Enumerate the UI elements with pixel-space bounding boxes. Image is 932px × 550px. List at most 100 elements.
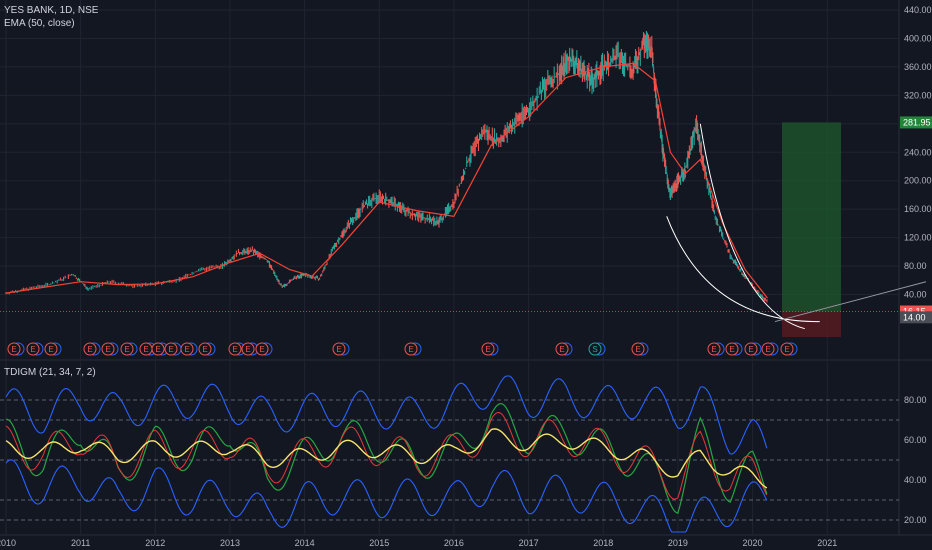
time-tick-label: 2011: [71, 538, 90, 548]
marker-letter: E: [336, 345, 341, 354]
earnings-marker[interactable]: E: [101, 342, 119, 356]
price-tick-label: 320.00: [904, 90, 932, 100]
time-tick-label: 2010: [0, 538, 16, 548]
marker-circle: [164, 342, 178, 356]
marker-circle: [180, 342, 194, 356]
marker-circle: [555, 342, 569, 356]
price-tick-label: 440.00: [904, 5, 932, 15]
earnings-marker[interactable]: E: [780, 342, 798, 356]
symbol-title[interactable]: YES BANK, 1D, NSE: [4, 5, 99, 16]
price-tick-label: 160.00: [904, 204, 932, 214]
ema-line: [5, 62, 768, 299]
marker-circle: [481, 342, 495, 356]
target-price-tag-text: 281.95: [903, 117, 931, 127]
marker-circle: [228, 342, 242, 356]
marker-letter: E: [245, 345, 250, 354]
marker-letter: E: [784, 345, 789, 354]
earnings-marker[interactable]: E: [180, 342, 198, 356]
marker-circle: [707, 342, 721, 356]
indicator-tick-label: 20.00: [904, 515, 927, 525]
marker-letter: E: [259, 345, 264, 354]
earnings-marker[interactable]: E: [241, 342, 259, 356]
marker-circle: [44, 342, 58, 356]
stop-zone: [782, 311, 841, 337]
tdigm-legend[interactable]: TDIGM (21, 34, 7, 2): [4, 367, 96, 378]
price-series: [5, 30, 768, 303]
marker-circle: [725, 342, 739, 356]
time-tick-label: 2012: [145, 538, 165, 548]
axes: 440.00400.00360.00320.00280.00240.00200.…: [0, 5, 932, 548]
split-marker[interactable]: S: [588, 342, 606, 356]
tdi-rsi-fast-line: [5, 402, 768, 515]
marker-letter: E: [748, 345, 753, 354]
earnings-marker[interactable]: E: [725, 342, 743, 356]
price-tick-label: 400.00: [904, 33, 932, 43]
marker-letter: E: [168, 345, 173, 354]
trend-line: [774, 281, 927, 323]
earnings-marker[interactable]: E: [26, 342, 44, 356]
marker-letter: E: [87, 345, 92, 354]
marker-letter: E: [11, 345, 16, 354]
time-tick-label: 2013: [220, 538, 240, 548]
earnings-marker[interactable]: E: [255, 342, 273, 356]
marker-letter: E: [155, 345, 160, 354]
ema-legend[interactable]: EMA (50, close): [4, 18, 75, 29]
marker-letter: E: [765, 345, 770, 354]
earnings-marker[interactable]: E: [631, 342, 649, 356]
marker-circle: [241, 342, 255, 356]
marker-circle: [255, 342, 269, 356]
marker-letter: E: [30, 345, 35, 354]
marker-letter: E: [124, 345, 129, 354]
earnings-marker[interactable]: E: [555, 342, 573, 356]
indicator-legend: TDIGM (21, 34, 7, 2): [4, 366, 96, 379]
stop-price-tag: [900, 311, 932, 324]
marker-letter: E: [48, 345, 53, 354]
indicator-tick-label: 40.00: [904, 475, 927, 485]
time-tick-label: 2019: [668, 538, 688, 548]
marker-letter: E: [485, 345, 490, 354]
marker-circle: [631, 342, 645, 356]
time-tick-label: 2021: [817, 538, 837, 548]
marker-letter: E: [635, 345, 640, 354]
earnings-marker[interactable]: E: [83, 342, 101, 356]
marker-letter: E: [143, 345, 148, 354]
price-tick-label: 360.00: [904, 62, 932, 72]
marker-letter: E: [408, 345, 413, 354]
earnings-marker[interactable]: E: [404, 342, 422, 356]
grid: [0, 0, 932, 536]
indicator-tick-label: 80.00: [904, 395, 927, 405]
time-tick-label: 2014: [295, 538, 315, 548]
marker-circle: [404, 342, 418, 356]
earnings-marker[interactable]: E: [151, 342, 169, 356]
tdi-signal-line: [5, 411, 768, 500]
main-legend: YES BANK, 1D, NSE EMA (50, close): [4, 4, 98, 30]
time-tick-label: 2017: [519, 538, 539, 548]
earnings-marker[interactable]: E: [44, 342, 62, 356]
earnings-marker[interactable]: E: [120, 342, 138, 356]
marker-circle: [332, 342, 346, 356]
marker-circle: [101, 342, 115, 356]
earnings-marker[interactable]: E: [164, 342, 182, 356]
earnings-marker[interactable]: E: [198, 342, 216, 356]
price-tick-label: 200.00: [904, 176, 932, 186]
earnings-marker[interactable]: E: [332, 342, 350, 356]
earnings-marker[interactable]: E: [761, 342, 779, 356]
time-tick-label: 2020: [743, 538, 763, 548]
tdi-indicator-series: [5, 375, 768, 533]
earnings-marker[interactable]: E: [707, 342, 725, 356]
marker-letter: E: [729, 345, 734, 354]
earnings-marker[interactable]: E: [481, 342, 499, 356]
curve-arc-outer: [666, 216, 820, 323]
time-tick-label: 2015: [369, 538, 389, 548]
time-tick-label: 2016: [444, 538, 464, 548]
earnings-marker[interactable]: E: [7, 342, 25, 356]
target-zone: [782, 122, 841, 312]
tdi-market-base-line: [5, 428, 768, 489]
marker-letter: E: [105, 345, 110, 354]
indicator-tick-label: 60.00: [904, 435, 927, 445]
marker-letter: E: [202, 345, 207, 354]
earnings-marker[interactable]: E: [744, 342, 762, 356]
tdi-band-lower-line: [5, 459, 768, 533]
